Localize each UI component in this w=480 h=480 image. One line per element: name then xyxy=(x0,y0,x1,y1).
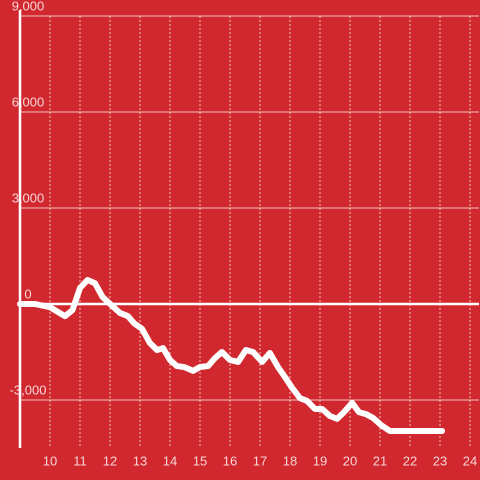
x-tick-label: 24 xyxy=(463,453,477,468)
x-tick-label: 23 xyxy=(433,453,447,468)
x-tick-label: 20 xyxy=(343,453,357,468)
x-tick-label: 10 xyxy=(43,453,57,468)
x-tick-label: 14 xyxy=(163,453,177,468)
x-tick-label: 13 xyxy=(133,453,147,468)
y-tick-label: 6,000 xyxy=(12,94,45,109)
y-tick-label: 3,000 xyxy=(12,190,45,205)
x-tick-label: 17 xyxy=(253,453,267,468)
x-tick-label: 19 xyxy=(313,453,327,468)
data-line xyxy=(17,277,446,435)
x-tick-label: 21 xyxy=(373,453,387,468)
y-tick-label: 9,000 xyxy=(12,0,45,13)
x-tick-label: 16 xyxy=(223,453,237,468)
x-tick-label: 11 xyxy=(73,453,87,468)
y-tick-label: 0 xyxy=(24,286,31,301)
x-tick-label: 15 xyxy=(193,453,207,468)
x-tick-label: 18 xyxy=(283,453,297,468)
x-tick-label: 22 xyxy=(403,453,417,468)
x-tick-label: 12 xyxy=(103,453,117,468)
y-tick-label: -3,000 xyxy=(10,382,47,397)
